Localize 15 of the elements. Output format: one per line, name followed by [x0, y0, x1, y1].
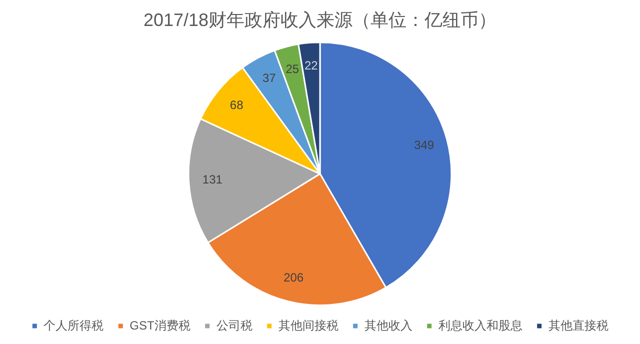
data-label: 22: [304, 58, 318, 73]
legend-label: 利息收入和股息: [438, 318, 522, 332]
data-label: 206: [284, 270, 304, 285]
data-label: 349: [414, 138, 434, 152]
legend-label: 个人所得税: [44, 318, 104, 332]
legend-label: 公司税: [216, 318, 252, 332]
data-label: 131: [202, 172, 223, 187]
data-label: 68: [230, 98, 244, 112]
data-label: 37: [262, 71, 276, 86]
data-label: 25: [286, 62, 300, 76]
legend-label: 其他间接税: [278, 318, 338, 332]
legend-label: 其他收入: [364, 318, 412, 332]
legend-label: 其他直接税: [548, 318, 608, 332]
legend-label: GST消费税: [130, 318, 190, 332]
chart-title: 2017/18财年政府收入来源（单位：亿纽币）: [143, 10, 497, 30]
